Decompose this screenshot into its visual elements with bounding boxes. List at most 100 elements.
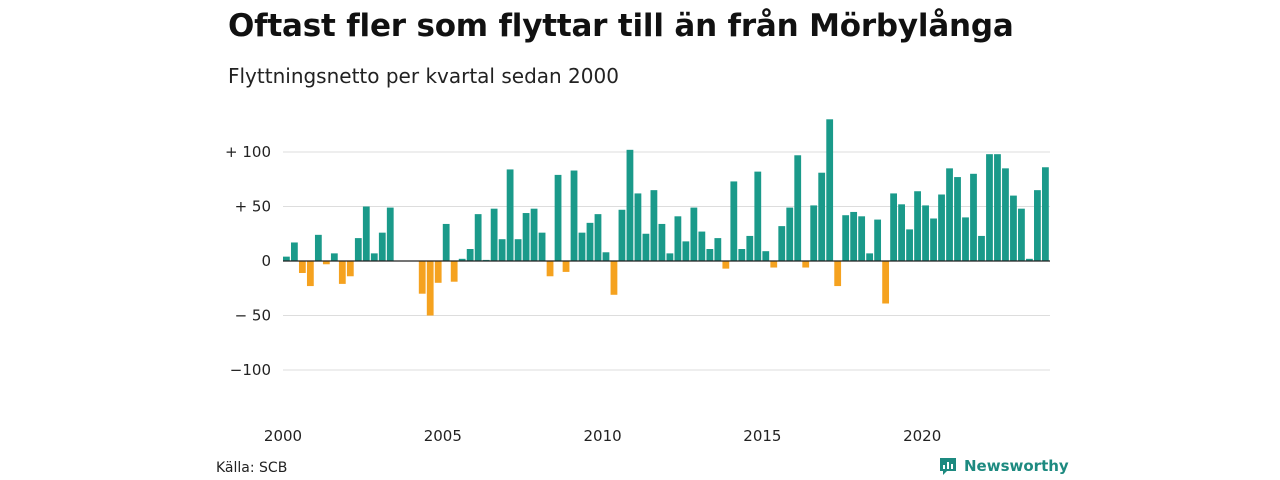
bar (842, 215, 850, 261)
bar (706, 249, 714, 261)
bar (730, 181, 738, 261)
x-axis-labels: 2000 2005 2010 2015 2020 (264, 427, 941, 445)
bar (834, 261, 842, 287)
bar (994, 154, 1001, 261)
bar (330, 253, 338, 261)
bar (426, 261, 434, 316)
bar (898, 204, 905, 261)
bar (658, 223, 666, 261)
bar (378, 232, 386, 261)
bar (722, 261, 730, 269)
bar (738, 249, 746, 261)
bar (442, 223, 450, 261)
bar (770, 261, 778, 268)
bar (594, 214, 602, 261)
bar (338, 261, 346, 284)
bar (322, 261, 330, 265)
x-tick-label: 2010 (584, 427, 622, 445)
y-axis-labels: + 100 + 50 0 − 50 −100 (225, 143, 271, 379)
bar (346, 261, 354, 277)
bar (474, 214, 482, 261)
bar (490, 208, 498, 261)
y-tick-label: 0 (261, 252, 271, 270)
bar (570, 170, 578, 261)
brand-name: Newsworthy (964, 457, 1069, 475)
chart-title: Oftast fler som flyttar till än från Mör… (228, 8, 1014, 44)
bar (506, 169, 514, 261)
bar (850, 211, 858, 261)
bar (562, 261, 570, 272)
bar (938, 194, 945, 261)
bar (642, 233, 650, 261)
bar (602, 252, 610, 261)
y-tick-label: −100 (230, 361, 271, 379)
bar (466, 249, 474, 261)
bar (1018, 208, 1025, 261)
bar (986, 154, 993, 261)
bar (586, 222, 594, 261)
bars (283, 119, 1049, 316)
bar (546, 261, 554, 277)
bar (1042, 167, 1049, 261)
bar (458, 258, 466, 261)
bar (1002, 168, 1009, 261)
bar (762, 251, 770, 261)
bar (354, 238, 362, 261)
y-tick-label: − 50 (235, 307, 271, 325)
bar (514, 239, 522, 261)
x-tick-label: 2000 (264, 427, 302, 445)
bar (1026, 258, 1033, 261)
bar (698, 231, 706, 261)
bar (522, 213, 530, 261)
bar (314, 234, 322, 261)
bar (362, 206, 370, 261)
bar (290, 242, 298, 261)
bar (650, 190, 658, 261)
y-tick-label: + 100 (225, 143, 271, 161)
y-tick-label: + 50 (235, 198, 271, 216)
bar (746, 235, 754, 261)
bar (306, 261, 314, 287)
bar (626, 149, 634, 261)
chart-subtitle: Flyttningsnetto per kvartal sedan 2000 (228, 64, 619, 88)
bar (826, 119, 834, 261)
bar (778, 226, 786, 261)
bar (946, 168, 953, 261)
gridlines (283, 151, 1050, 371)
bar (1034, 190, 1041, 261)
bar (498, 239, 506, 261)
bar (386, 207, 394, 261)
bar (906, 229, 913, 261)
bar (786, 207, 794, 261)
bar (1010, 195, 1017, 261)
x-tick-label: 2015 (743, 427, 781, 445)
bar (682, 241, 690, 261)
bar (802, 261, 810, 268)
bar (298, 261, 306, 273)
bar (530, 208, 538, 261)
bar (674, 216, 682, 261)
bar (858, 216, 866, 261)
bar (690, 207, 698, 261)
bar (618, 209, 626, 261)
brand-logo: Newsworthy (938, 456, 1069, 476)
bar (450, 261, 458, 282)
bar (538, 232, 546, 261)
x-tick-label: 2020 (903, 427, 941, 445)
bar (754, 171, 762, 261)
bar (978, 235, 985, 261)
bar (914, 191, 921, 261)
source-note: Källa: SCB (216, 460, 288, 476)
newsworthy-logo-icon (940, 458, 956, 475)
bar (874, 219, 882, 261)
bar (578, 232, 586, 261)
x-tick-label: 2005 (424, 427, 462, 445)
bar (970, 173, 977, 261)
bar (810, 205, 818, 261)
bar (922, 205, 929, 261)
bar (666, 253, 674, 261)
bar (434, 261, 442, 283)
bar (554, 174, 562, 261)
bar (882, 261, 890, 304)
